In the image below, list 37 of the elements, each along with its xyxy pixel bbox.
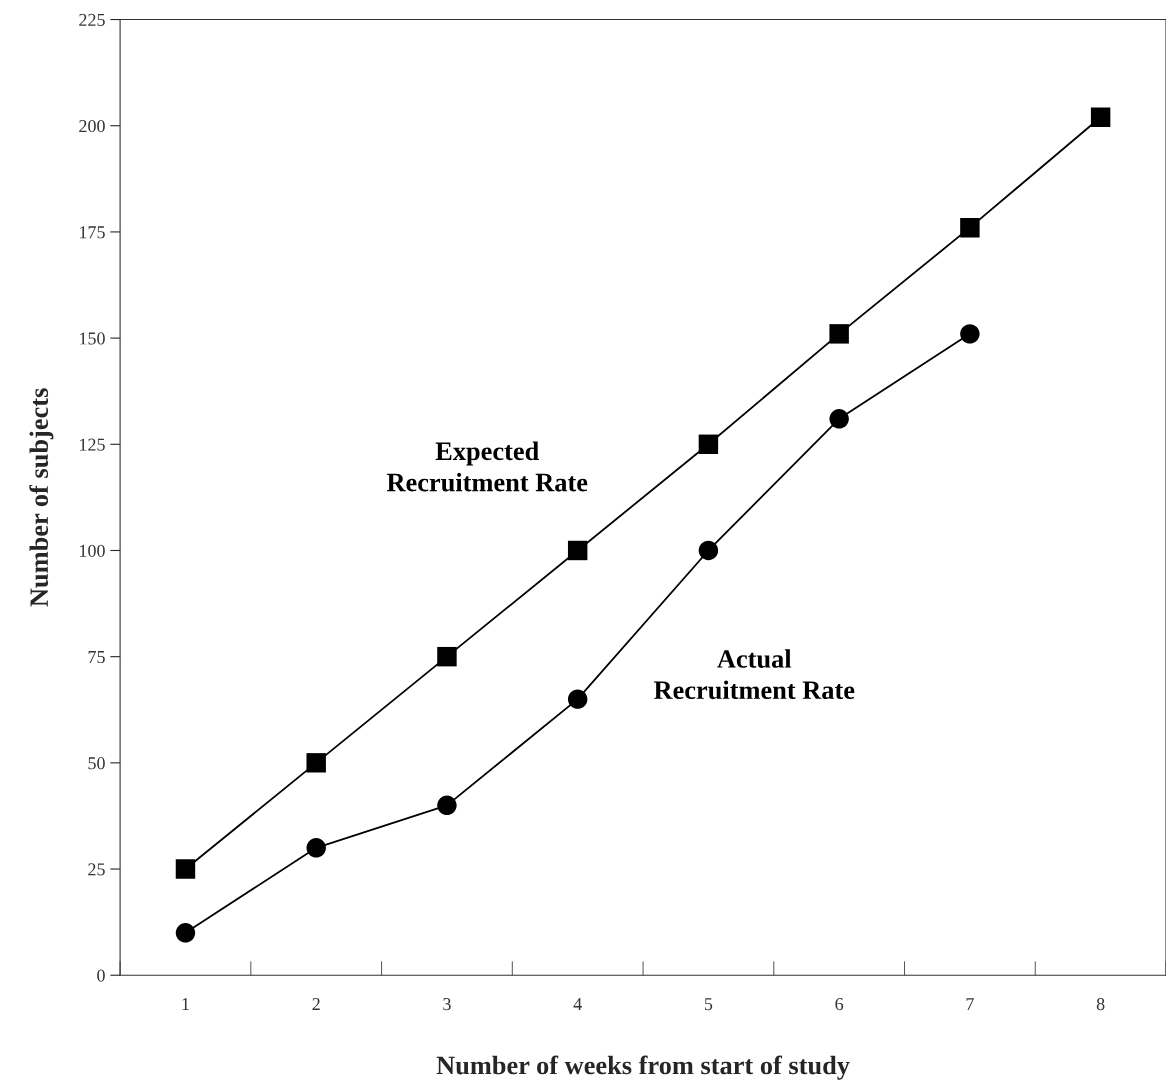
point bbox=[567, 689, 588, 709]
y-tick-label: 0 bbox=[97, 969, 105, 982]
point bbox=[960, 217, 980, 238]
point bbox=[175, 859, 196, 879]
x-tick-label: 5 bbox=[704, 998, 713, 1011]
series-label: Actual Recruitment Rate bbox=[653, 649, 855, 700]
point bbox=[567, 540, 588, 561]
y-tick-label: 175 bbox=[80, 226, 105, 239]
y-tick-label: 150 bbox=[80, 332, 105, 345]
y-axis-title: Number of subjects bbox=[29, 388, 54, 607]
point bbox=[698, 434, 719, 455]
y-tick-label: 25 bbox=[88, 863, 105, 876]
series-label: Expected Recruitment Rate bbox=[386, 441, 588, 492]
point bbox=[698, 540, 719, 561]
y-tick-label: 200 bbox=[79, 119, 105, 133]
point bbox=[1090, 107, 1111, 127]
y-tick-label: 50 bbox=[88, 757, 105, 770]
point bbox=[306, 753, 326, 773]
point bbox=[175, 923, 196, 943]
y-tick-label: 125 bbox=[80, 438, 105, 451]
point bbox=[437, 795, 457, 816]
y-tick-label: 75 bbox=[88, 651, 105, 664]
y-tick-label: 100 bbox=[80, 544, 105, 557]
x-tick-label: 3 bbox=[443, 998, 451, 1011]
x-tick-label: 1 bbox=[182, 998, 189, 1010]
point bbox=[437, 646, 457, 667]
point bbox=[829, 409, 849, 429]
point bbox=[829, 324, 849, 344]
x-tick-label: 4 bbox=[573, 998, 582, 1010]
x-tick-label: 8 bbox=[1096, 997, 1105, 1011]
point bbox=[960, 324, 980, 344]
x-tick-label: 6 bbox=[835, 998, 844, 1011]
y-tick-label: 225 bbox=[79, 13, 105, 26]
x-axis-title: Number of weeks from start of study bbox=[436, 1055, 850, 1080]
x-tick-label: 2 bbox=[312, 998, 320, 1010]
x-tick-label: 7 bbox=[966, 998, 974, 1010]
point bbox=[306, 838, 326, 858]
